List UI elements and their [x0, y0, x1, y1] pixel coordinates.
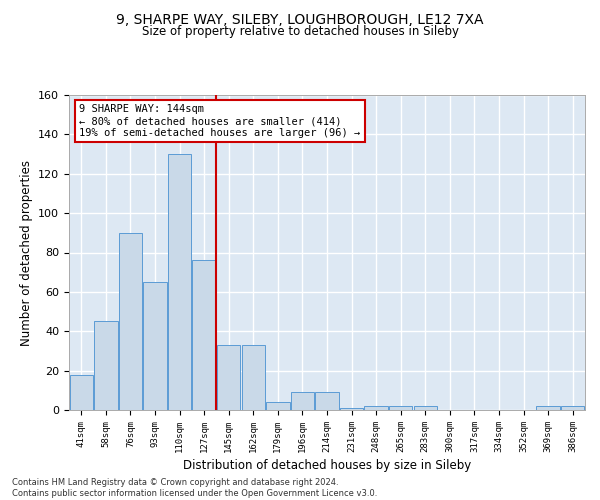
Text: 9, SHARPE WAY, SILEBY, LOUGHBOROUGH, LE12 7XA: 9, SHARPE WAY, SILEBY, LOUGHBOROUGH, LE1…: [116, 12, 484, 26]
Bar: [364, 406, 388, 410]
Bar: [217, 345, 241, 410]
Bar: [70, 374, 93, 410]
Bar: [266, 402, 290, 410]
Bar: [119, 233, 142, 410]
Bar: [242, 345, 265, 410]
Bar: [316, 392, 338, 410]
Y-axis label: Number of detached properties: Number of detached properties: [20, 160, 32, 346]
Bar: [561, 406, 584, 410]
Bar: [143, 282, 167, 410]
Bar: [193, 260, 216, 410]
Bar: [536, 406, 560, 410]
Text: Size of property relative to detached houses in Sileby: Size of property relative to detached ho…: [142, 25, 458, 38]
Bar: [94, 322, 118, 410]
Bar: [413, 406, 437, 410]
Bar: [389, 406, 412, 410]
Bar: [168, 154, 191, 410]
Bar: [340, 408, 363, 410]
X-axis label: Distribution of detached houses by size in Sileby: Distribution of detached houses by size …: [183, 459, 471, 472]
Bar: [291, 392, 314, 410]
Text: Contains HM Land Registry data © Crown copyright and database right 2024.
Contai: Contains HM Land Registry data © Crown c…: [12, 478, 377, 498]
Text: 9 SHARPE WAY: 144sqm
← 80% of detached houses are smaller (414)
19% of semi-deta: 9 SHARPE WAY: 144sqm ← 80% of detached h…: [79, 104, 361, 138]
